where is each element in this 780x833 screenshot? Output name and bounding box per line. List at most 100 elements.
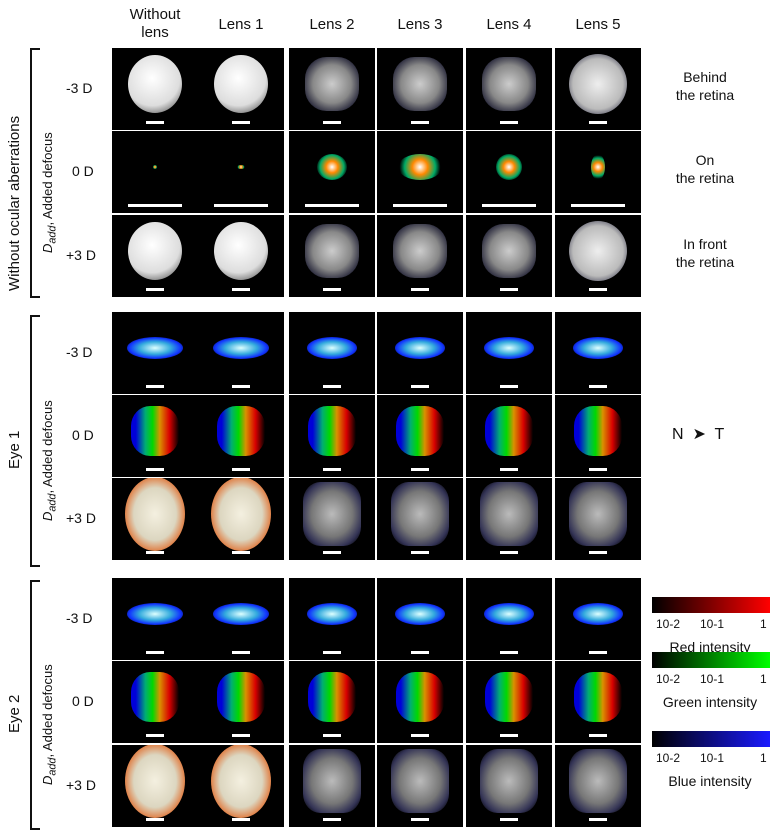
psf-image-g2-r0-c2 (289, 578, 375, 660)
scale-bar (232, 288, 250, 291)
point-spread-spot (569, 749, 627, 814)
scale-bar (589, 734, 607, 737)
colorbar-tick-label: 10-1 (700, 672, 725, 686)
point-spread-spot (307, 337, 357, 360)
scale-bar (232, 651, 250, 654)
dadd-symbol: D (40, 775, 55, 785)
defocus-row-label: -3 D (66, 610, 93, 626)
scale-bar (146, 818, 164, 821)
point-spread-spot (396, 672, 444, 723)
point-spread-spot (569, 482, 627, 547)
psf-image-g1-r0-c1 (198, 312, 284, 394)
point-spread-spot (480, 482, 538, 547)
psf-image-g2-r2-c0 (112, 745, 198, 827)
dadd-subscript: add (46, 493, 59, 512)
psf-image-g2-r0-c4 (466, 578, 552, 660)
scale-bar (393, 204, 447, 207)
focus-position-label: In front the retina (640, 235, 770, 271)
point-spread-spot (391, 749, 449, 814)
psf-image-g1-r2-c5 (555, 478, 641, 560)
scale-bar (411, 551, 429, 554)
scale-bar (589, 121, 607, 124)
psf-image-g1-r1-c5 (555, 395, 641, 477)
colorbar-title: Green intensity (662, 694, 758, 710)
psf-image-g0-r1-c3 (377, 131, 463, 213)
psf-image-g1-r2-c2 (289, 478, 375, 560)
point-spread-spot (131, 672, 179, 723)
psf-image-g0-r0-c0 (112, 48, 198, 130)
point-spread-spot (303, 749, 361, 814)
scale-bar (411, 121, 429, 124)
defocus-row-label: -3 D (66, 344, 93, 360)
scale-bar (232, 551, 250, 554)
scale-bar (500, 651, 518, 654)
psf-image-g0-r2-c2 (289, 215, 375, 297)
psf-image-g0-r1-c4 (466, 131, 552, 213)
psf-image-g1-r2-c0 (112, 478, 198, 560)
point-spread-spot (217, 672, 265, 723)
point-spread-spot (308, 406, 356, 457)
colorbar-tick-label: 10-2 (656, 751, 681, 765)
focus-position-label: On the retina (640, 151, 770, 187)
scale-bar (305, 204, 359, 207)
psf-image-g2-r1-c3 (377, 661, 463, 743)
colorbar-tick-label: 10-2 (656, 617, 681, 631)
psf-image-g0-r1-c1 (198, 131, 284, 213)
scale-bar (500, 468, 518, 471)
point-spread-spot (125, 478, 185, 552)
point-spread-spot (496, 154, 522, 181)
psf-image-g1-r2-c4 (466, 478, 552, 560)
scale-bar (232, 818, 250, 821)
orientation-marker: N ➤ T (672, 424, 724, 444)
point-spread-spot (317, 154, 347, 181)
psf-image-g0-r2-c3 (377, 215, 463, 297)
point-spread-spot (213, 337, 269, 360)
psf-image-g2-r0-c5 (555, 578, 641, 660)
psf-image-g1-r0-c3 (377, 312, 463, 394)
point-spread-spot (307, 603, 357, 626)
point-spread-spot (153, 165, 157, 170)
psf-image-g2-r2-c5 (555, 745, 641, 827)
point-spread-spot (214, 55, 268, 114)
psf-image-g1-r2-c1 (198, 478, 284, 560)
psf-image-g1-r1-c1 (198, 395, 284, 477)
psf-image-g2-r0-c0 (112, 578, 198, 660)
psf-image-g2-r2-c3 (377, 745, 463, 827)
nasal-label: N (672, 426, 684, 443)
point-spread-spot (214, 222, 268, 281)
scale-bar (411, 734, 429, 737)
focus-position-line: the retina (675, 254, 735, 270)
scale-bar (232, 734, 250, 737)
focus-position-line: Behind (683, 69, 727, 85)
point-spread-spot (303, 482, 361, 547)
scale-bar (500, 551, 518, 554)
scale-bar (589, 651, 607, 654)
scale-bar (323, 734, 341, 737)
point-spread-spot (211, 745, 271, 819)
psf-image-g1-r1-c3 (377, 395, 463, 477)
psf-image-g2-r1-c5 (555, 661, 641, 743)
scale-bar (323, 385, 341, 388)
scale-bar (146, 734, 164, 737)
dadd-subscript: add (46, 225, 59, 244)
group-bracket (30, 48, 40, 298)
colorbar-tick-label: 10-2 (656, 672, 681, 686)
scale-bar (411, 468, 429, 471)
scale-bar (571, 204, 625, 207)
colorbar-title: Red intensity (669, 639, 751, 655)
scale-bar (232, 121, 250, 124)
scale-bar (589, 818, 607, 821)
point-spread-spot (485, 672, 533, 723)
scale-bar (323, 288, 341, 291)
scale-bar (500, 121, 518, 124)
dadd-subscript: add (46, 757, 59, 776)
scale-bar (411, 651, 429, 654)
point-spread-spot (574, 672, 622, 723)
scale-bar (214, 204, 268, 207)
point-spread-spot (569, 54, 627, 115)
scale-bar (589, 288, 607, 291)
psf-image-g1-r0-c5 (555, 312, 641, 394)
point-spread-spot (128, 222, 182, 281)
point-spread-spot (591, 154, 605, 181)
group-title: Eye 1 (6, 430, 23, 469)
